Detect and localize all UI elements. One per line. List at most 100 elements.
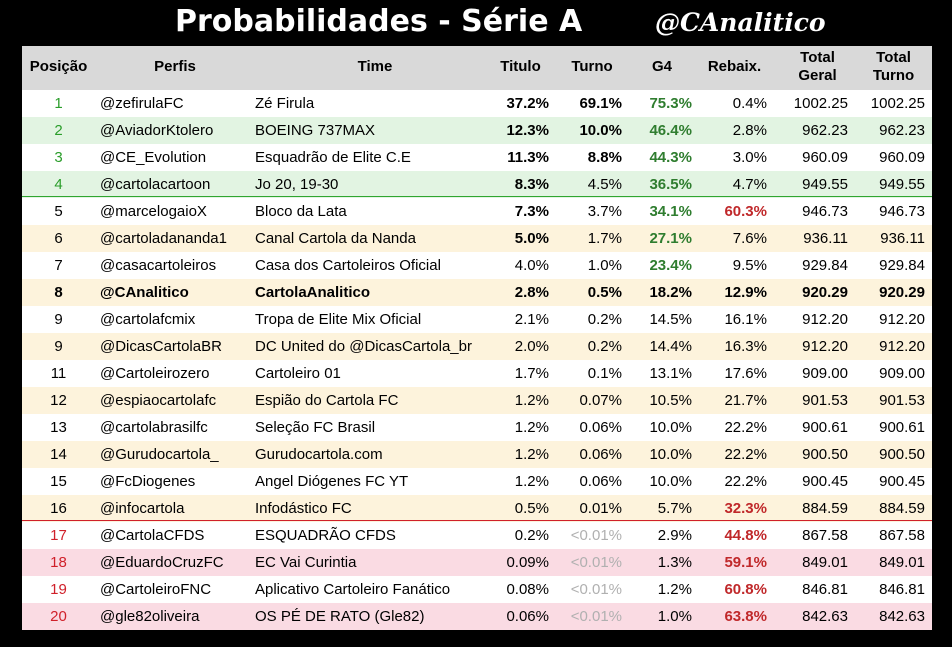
table-cell: @gle82oliveira [100, 608, 200, 625]
table-cell: 2.8% [514, 284, 549, 301]
table-cell: Zé Firula [255, 95, 315, 112]
table-cell: 17 [50, 527, 67, 544]
table-cell: 2 [54, 122, 63, 139]
table-header: Posição Perfis Time Titulo Turno G4 Rebaix. Tot… [22, 46, 932, 90]
table-cell: Seleção FC Brasil [255, 419, 376, 436]
table-cell: EC Vai Curintia [255, 554, 357, 571]
table-cell: Infodástico FC [255, 500, 352, 517]
table-cell: 7 [54, 257, 63, 274]
table-cell: 960.09 [802, 149, 848, 166]
table-cell: 9 [54, 311, 63, 328]
table-cell: 0.2% [587, 338, 622, 355]
table-cell: 929.84 [802, 257, 848, 274]
table-cell: ESQUADRÃO CFDS [255, 527, 396, 544]
table-cell: @marcelogaioX [100, 203, 207, 220]
table-cell: 10.0% [649, 446, 692, 463]
table-cell: @cartolafcmix [100, 311, 196, 328]
table-row: 16 @infocartola Infodástico FC 0.5% 0.01% 5.7… [22, 495, 932, 522]
table-cell: 0.09% [506, 554, 549, 571]
table-cell: 2.1% [514, 311, 549, 328]
table-cell: 17.6% [724, 365, 767, 382]
column-header: Total Geral [798, 49, 837, 84]
table-cell: Tropa de Elite Mix Oficial [255, 311, 422, 328]
table-row: 7 @casacartoleiros Casa dos Cartoleiros Of… [22, 252, 932, 279]
table-cell: Casa dos Cartoleiros Oficial [255, 257, 441, 274]
table-cell: 946.73 [802, 203, 848, 220]
table-cell: 16.3% [724, 338, 767, 355]
table-row: 13 @cartolabrasilfc Seleção FC Brasil 1.2% 0… [22, 414, 932, 441]
table-cell: 949.55 [879, 176, 925, 193]
table-row: 17 @CartolaCFDS ESQUADRÃO CFDS 0.2% <0.01% 2.… [22, 522, 932, 549]
table-cell: @casacartoleiros [100, 257, 217, 274]
table-cell: 4 [54, 176, 63, 193]
table-cell: 14.4% [649, 338, 692, 355]
table-cell: 13.1% [649, 365, 692, 382]
table-cell: 0.5% [587, 284, 622, 301]
table-cell: 867.58 [802, 527, 848, 544]
table-cell: 909.00 [802, 365, 848, 382]
column-header: Perfis [154, 58, 196, 75]
table-row: 18 @EduardoCruzFC EC Vai Curintia 0.09% <0.0… [22, 549, 932, 576]
table-row: 14 @Gurudocartola_ Gurudocartola.com 1.2% 0.… [22, 441, 932, 468]
table-cell: 0.5% [514, 500, 549, 517]
table-cell: 22.2% [724, 419, 767, 436]
table-cell: 44.3% [649, 149, 692, 166]
table-cell: 3 [54, 149, 63, 166]
table-cell: 22.2% [724, 446, 767, 463]
table-cell: 900.45 [879, 473, 925, 490]
table-cell: @CE_Evolution [100, 149, 207, 166]
table-cell: 6 [54, 230, 63, 247]
table-cell: @cartolabrasilfc [100, 419, 208, 436]
table-cell: 10.0% [649, 419, 692, 436]
table-row: 9 @cartolafcmix Tropa de Elite Mix Oficial… [22, 306, 932, 333]
table-cell: 2.9% [657, 527, 692, 544]
table-cell: Angel Diógenes FC YT [255, 473, 409, 490]
table-cell: 7.3% [514, 203, 549, 220]
table-cell: 60.3% [724, 203, 767, 220]
table-cell: Gurudocartola.com [255, 446, 383, 463]
table-cell: 912.20 [879, 311, 925, 328]
table-cell: 1.2% [514, 419, 549, 436]
table-row: 2 @AviadorKtolero BOEING 737MAX 12.3% 10.0% 4… [22, 117, 932, 144]
table-cell: 900.50 [879, 446, 925, 463]
table-cell: 1.2% [514, 446, 549, 463]
table-cell: <0.01% [570, 581, 622, 598]
zone-separator [22, 196, 932, 197]
table-cell: 16.1% [724, 311, 767, 328]
table-cell: 4.5% [587, 176, 622, 193]
table-cell: 20 [50, 608, 67, 625]
column-header: G4 [651, 58, 672, 75]
table-cell: 27.1% [649, 230, 692, 247]
table-cell: 949.55 [802, 176, 848, 193]
table-cell: 10.0% [579, 122, 622, 139]
table-cell: <0.01% [570, 527, 622, 544]
table-cell: 0.06% [579, 446, 622, 463]
table-cell: @FcDiogenes [100, 473, 196, 490]
table-row: 11 @Cartoleirozero Cartoleiro 01 1.7% 0.1% 13… [22, 360, 932, 387]
table-cell: 3.0% [732, 149, 767, 166]
table-cell: 16 [50, 500, 67, 517]
table-cell: @Cartoleirozero [100, 365, 210, 382]
table-cell: Aplicativo Cartoleiro Fanático [255, 581, 451, 598]
table-cell: @cartolacartoon [100, 176, 211, 193]
table-cell: 0.07% [579, 392, 622, 409]
table-cell: 0.2% [514, 527, 549, 544]
table-cell: 5.7% [657, 500, 692, 517]
table-cell: DC United do @DicasCartola_br [255, 338, 472, 355]
table-cell: 884.59 [802, 500, 848, 517]
table-cell: 846.81 [802, 581, 848, 598]
table-cell: 884.59 [879, 500, 925, 517]
table-cell: 8.8% [587, 149, 622, 166]
table-cell: 0.4% [732, 95, 767, 112]
table-cell: 936.11 [803, 230, 848, 247]
table-cell: 14 [50, 446, 67, 463]
table-cell: 63.8% [724, 608, 767, 625]
table-cell: Espião do Cartola FC [255, 392, 399, 409]
table-row: 15 @FcDiogenes Angel Diógenes FC YT 1.2% 0.0… [22, 468, 932, 495]
brand: @CAnalitico [655, 8, 826, 37]
table-cell: 842.63 [879, 608, 925, 625]
table-cell: 846.81 [879, 581, 925, 598]
table-cell: 14.5% [649, 311, 692, 328]
table-cell: 19 [50, 581, 67, 598]
table-cell: 900.61 [879, 419, 925, 436]
